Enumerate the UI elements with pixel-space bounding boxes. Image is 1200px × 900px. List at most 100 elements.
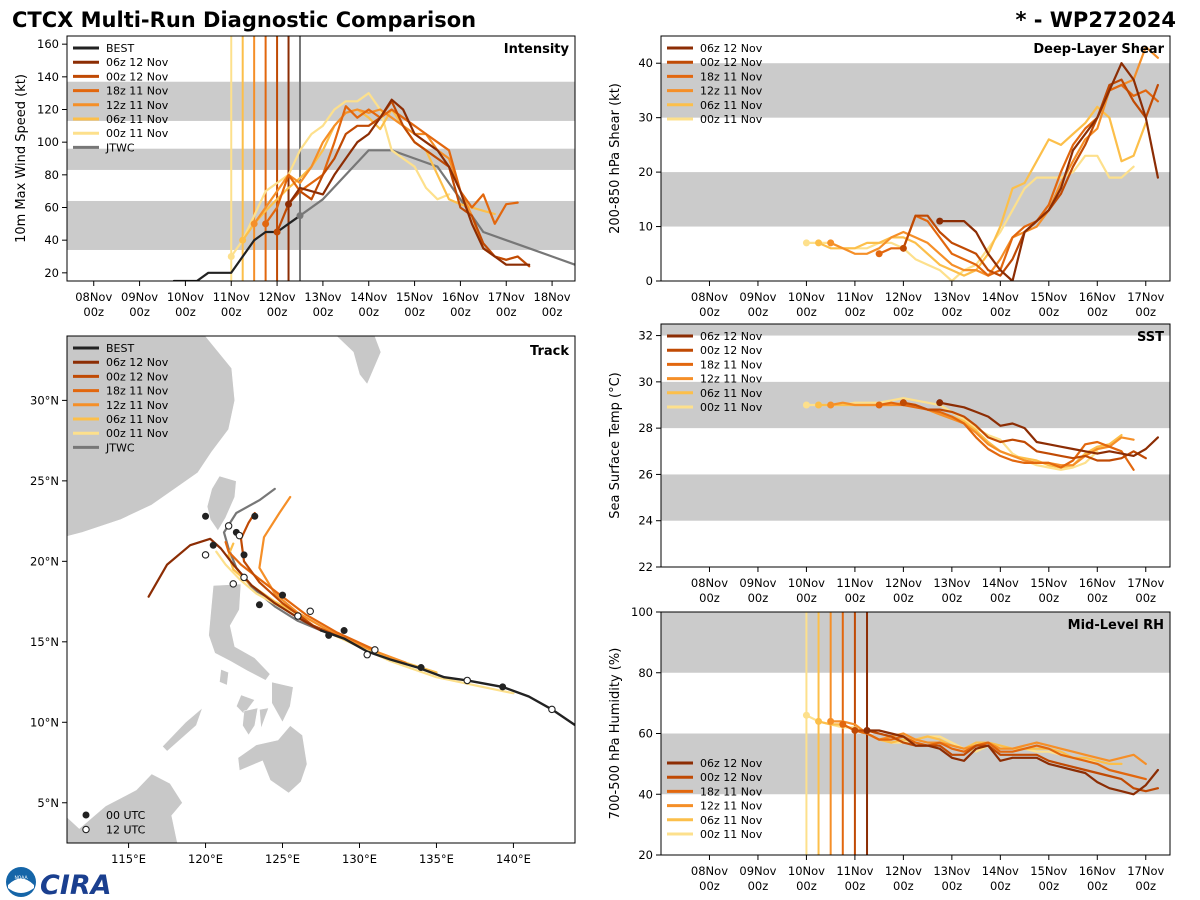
x-tick-label: 00z	[845, 305, 866, 319]
series-start-point	[827, 401, 835, 409]
y-tick-label: 100	[37, 135, 59, 149]
x-tick-label: 00z	[175, 305, 196, 319]
x-tick-label: 00z	[942, 305, 963, 319]
legend-label: 00z 12 Nov	[106, 70, 169, 83]
y-tick-label: 40	[638, 56, 653, 70]
x-tick-label: 00z	[83, 305, 104, 319]
x-tick-label: 00z	[313, 305, 334, 319]
y-tick-label: 15°N	[30, 635, 59, 649]
series-line-5	[230, 92, 451, 258]
forecast-track-0	[147, 537, 323, 632]
legend-label: 18z 11 Nov	[106, 385, 169, 398]
x-tick-label: 14Nov	[982, 576, 1019, 590]
x-tick-label: 17Nov	[1127, 576, 1164, 590]
panel-title: SST	[1137, 330, 1164, 345]
land-area	[219, 668, 229, 686]
x-tick-label: 00z	[893, 591, 914, 605]
series-start-point	[899, 244, 907, 252]
x-tick-label: 10Nov	[167, 290, 204, 304]
x-tick-label: 15Nov	[396, 290, 433, 304]
sst-panel: 22242628303208Nov00z09Nov00z10Nov00z11No…	[608, 323, 1171, 605]
track-point-12utc	[363, 650, 371, 659]
y-tick-label: 60	[44, 201, 59, 215]
legend-label: 00z 11 Nov	[700, 401, 763, 414]
x-tick-label: 14Nov	[982, 290, 1019, 304]
land-area	[237, 725, 308, 794]
legend-label: 00z 11 Nov	[106, 427, 169, 440]
y-tick-label: 140	[37, 70, 59, 84]
legend-label: 12z 11 Nov	[106, 99, 169, 112]
y-tick-label: 26	[638, 467, 653, 481]
x-tick-label: 15Nov	[1030, 864, 1067, 878]
track-point-12utc	[235, 531, 244, 540]
x-tick-label: 10Nov	[788, 864, 825, 878]
series-start-point	[851, 726, 859, 734]
legend-label: 06z 11 Nov	[106, 113, 169, 126]
x-tick-label: 11Nov	[213, 290, 250, 304]
forecast-track-1	[239, 511, 346, 640]
legend-label: 00z 12 Nov	[700, 771, 763, 784]
plot-area	[661, 324, 1170, 521]
x-tick-label: 140°E	[496, 852, 531, 866]
y-tick-label: 20°N	[30, 554, 59, 568]
series-start-point	[273, 228, 281, 236]
x-tick-label: 12Nov	[885, 864, 922, 878]
x-tick-label: 00z	[893, 305, 914, 319]
legend-label: 06z 11 Nov	[700, 99, 763, 112]
track-point-12utc	[224, 522, 233, 530]
legend-label: BEST	[106, 342, 134, 355]
track-point-00utc	[340, 627, 348, 635]
x-tick-label: 16Nov	[442, 290, 479, 304]
land-area	[206, 475, 237, 532]
legend-label: 00z 12 Nov	[106, 370, 169, 383]
x-tick-label: 00z	[699, 305, 720, 319]
x-tick-label: 11Nov	[836, 290, 873, 304]
series-start-point	[285, 200, 293, 208]
panel-title: Track	[530, 344, 569, 359]
x-tick-label: 17Nov	[1127, 290, 1164, 304]
land-area	[208, 583, 271, 681]
track-point-00utc	[202, 512, 210, 520]
y-tick-label: 100	[631, 605, 653, 619]
x-tick-label: 14Nov	[350, 290, 387, 304]
x-tick-label: 00z	[496, 305, 517, 319]
threshold-band	[661, 324, 1170, 336]
y-tick-label: 80	[638, 666, 653, 680]
x-tick-label: 12Nov	[885, 576, 922, 590]
track-point-00utc	[499, 683, 507, 691]
legend-marker-12utc	[82, 825, 90, 834]
series-start-point	[262, 220, 270, 228]
track-point-00utc	[417, 664, 425, 672]
x-tick-label: 13Nov	[933, 290, 970, 304]
legend-label: 00z 11 Nov	[106, 127, 169, 140]
legend-label: 18z 11 Nov	[700, 70, 763, 83]
track-point-12utc	[548, 705, 556, 714]
legend-label: JTWC	[105, 141, 135, 154]
legend-marker-00utc	[82, 811, 90, 819]
x-tick-label: 00z	[990, 591, 1011, 605]
x-tick-label: 15Nov	[1030, 576, 1067, 590]
x-tick-label: 00z	[990, 879, 1011, 893]
series-line-1	[853, 729, 1160, 793]
x-tick-label: 00z	[1038, 879, 1059, 893]
legend-label: 00z 12 Nov	[700, 56, 763, 69]
x-tick-label: 00z	[1135, 305, 1156, 319]
series-start-point	[227, 253, 235, 260]
x-tick-label: 130°E	[342, 852, 377, 866]
x-tick-label: 00z	[1087, 879, 1108, 893]
x-tick-label: 08Nov	[75, 290, 112, 304]
land-area	[296, 845, 321, 876]
land-area	[259, 707, 270, 729]
noaa-wave-icon	[8, 878, 34, 893]
series-line-2	[841, 723, 1147, 781]
axes-frame	[66, 35, 576, 282]
x-tick-label: 135°E	[419, 852, 454, 866]
x-tick-label: 15Nov	[1030, 290, 1067, 304]
storm-id: * - WP272024	[1015, 8, 1176, 32]
legend-label: 12z 11 Nov	[700, 373, 763, 386]
x-tick-label: 00z	[796, 305, 817, 319]
y-tick-label: 40	[44, 233, 59, 247]
x-tick-label: 00z	[1135, 879, 1156, 893]
y-tick-label: 160	[37, 37, 59, 51]
series-line-2	[264, 105, 519, 225]
